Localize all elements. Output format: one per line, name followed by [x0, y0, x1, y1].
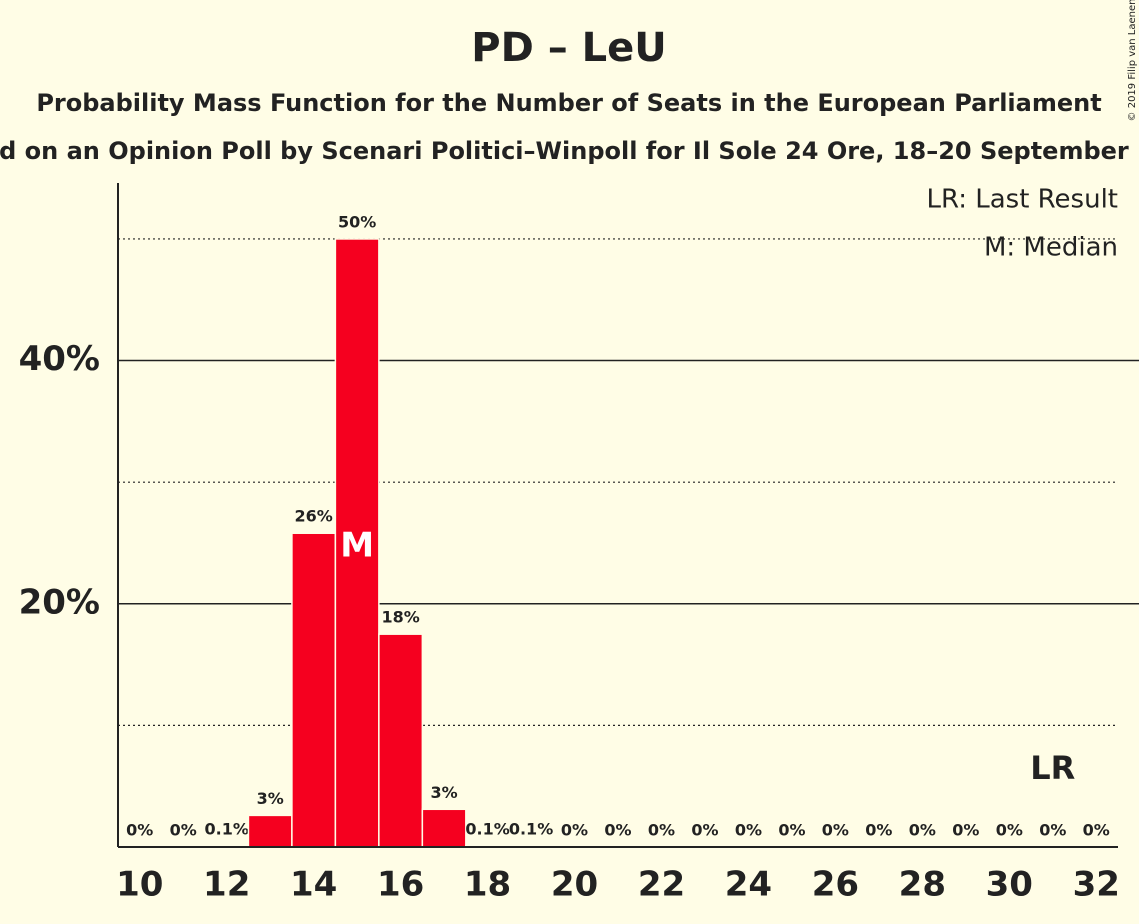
y-tick-label: 20% — [19, 582, 100, 622]
x-tick-label: 24 — [725, 865, 772, 905]
value-label: 0.1% — [465, 819, 509, 838]
value-label: 0% — [822, 821, 849, 840]
x-tick-label: 28 — [899, 865, 946, 905]
chart-subtitle: Probability Mass Function for the Number… — [36, 89, 1101, 117]
x-tick-label: 12 — [203, 865, 250, 905]
value-label: 0.1% — [205, 819, 249, 838]
x-tick-label: 16 — [377, 865, 424, 905]
chart-subtitle: Based on an Opinion Poll by Scenari Poli… — [0, 137, 1139, 165]
value-label: 50% — [338, 212, 376, 231]
value-label: 26% — [295, 507, 333, 526]
value-label: 0% — [691, 821, 718, 840]
copyright: © 2019 Filip van Laenen — [1127, 0, 1138, 121]
value-label: 0% — [996, 821, 1023, 840]
bar — [247, 814, 293, 848]
bar — [334, 238, 380, 848]
value-label: 0% — [1039, 821, 1066, 840]
value-label: 0% — [778, 821, 805, 840]
bar — [421, 808, 467, 848]
value-label: 0% — [952, 821, 979, 840]
x-tick-label: 18 — [464, 865, 511, 905]
value-label: 0% — [126, 821, 153, 840]
value-label: 0% — [865, 821, 892, 840]
y-tick-label: 40% — [19, 339, 100, 379]
x-tick-label: 10 — [116, 865, 163, 905]
x-tick-label: 20 — [551, 865, 598, 905]
value-label: 3% — [257, 789, 284, 808]
value-label: 3% — [431, 783, 458, 802]
bar — [378, 633, 424, 848]
value-label: 0% — [1083, 821, 1110, 840]
legend-entry: LR: Last Result — [926, 185, 1118, 215]
median-marker: M — [340, 525, 374, 565]
x-tick-label: 22 — [638, 865, 685, 905]
value-label: 0% — [561, 821, 588, 840]
value-label: 0% — [604, 821, 631, 840]
value-label: 0% — [170, 821, 197, 840]
value-label: 0.1% — [509, 819, 553, 838]
value-label: 18% — [381, 608, 419, 627]
last-result-marker: LR — [1030, 749, 1075, 787]
bar — [291, 532, 337, 848]
value-label: 0% — [648, 821, 675, 840]
chart-title: PD – LeU — [471, 25, 666, 71]
x-tick-label: 14 — [290, 865, 337, 905]
x-tick-label: 26 — [812, 865, 859, 905]
value-label: 0% — [735, 821, 762, 840]
value-label: 0% — [909, 821, 936, 840]
legend-entry: M: Median — [984, 233, 1118, 263]
x-tick-label: 30 — [986, 865, 1033, 905]
x-tick-label: 32 — [1073, 865, 1120, 905]
